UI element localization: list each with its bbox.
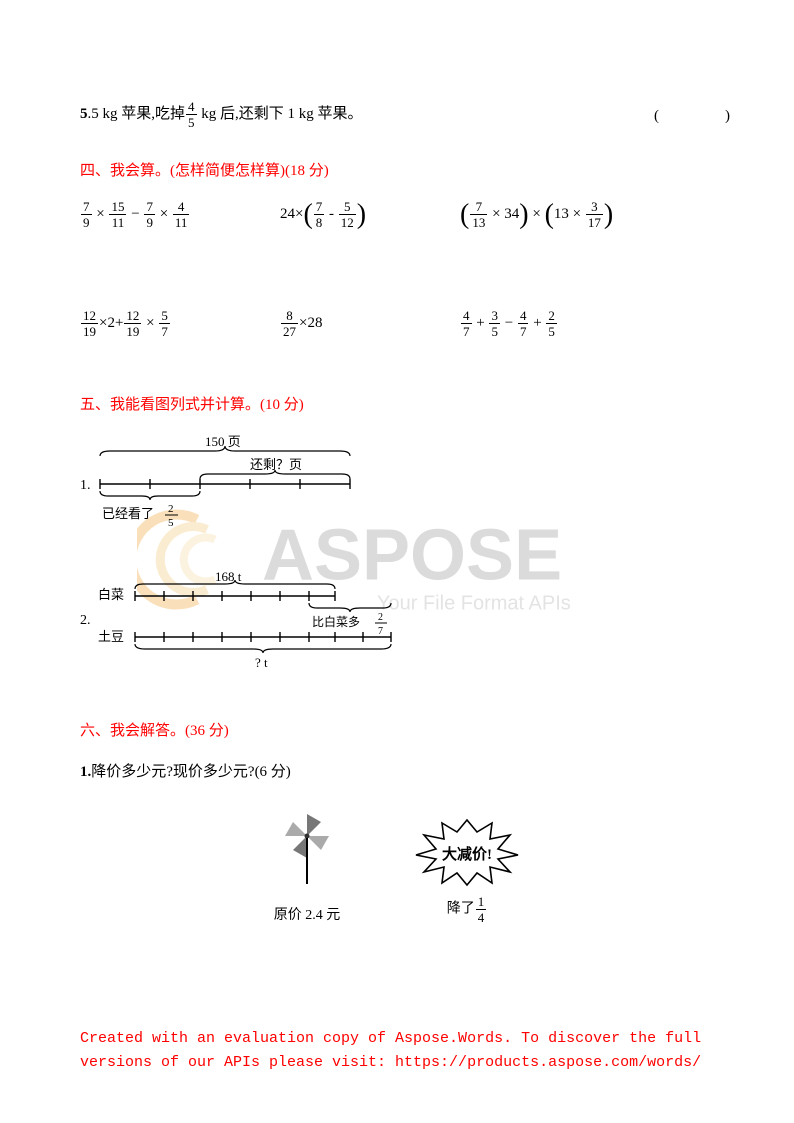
q5-text: 5.5 kg 苹果,吃掉45 kg 后,还剩下 1 kg 苹果。 [80, 100, 654, 129]
diagram-2: 2. 白菜 168 t 比白菜多 2 7 土豆 [80, 569, 714, 674]
burst-illus: 大减价! 降了14 [412, 817, 522, 924]
calc-row-1: 79 × 1511 − 79 × 411 24×(78 - 512) (713 … [80, 200, 714, 229]
svg-text:还剩？页: 还剩？页 [250, 457, 302, 472]
pinwheel-illus: 原价 2.4 元 [272, 806, 342, 924]
problem-6-1: 1.降价多少元?现价多少元?(6 分) [80, 760, 714, 781]
calc-1-3: (713 × 34) × (13 × 317) [460, 200, 613, 229]
section-4-header: 四、我会算。(怎样简便怎样算)(18 分) [80, 159, 714, 180]
diagram-1: 1. 150 页 还剩？页 已经看了 2 5 [80, 434, 714, 534]
problem-6-1-illustration: 原价 2.4 元 大减价! 降了14 [80, 806, 714, 924]
svg-text:150 页: 150 页 [205, 434, 241, 449]
drop-frac: 14 [476, 895, 487, 924]
svg-text:2: 2 [168, 503, 174, 515]
q5-num: 5 [80, 106, 88, 122]
svg-text:168 t: 168 t [215, 569, 242, 584]
calc-row-2: 1219×2+1219 × 57 827×28 47 + 35 − 47 + 2… [80, 309, 714, 338]
pinwheel-icon [272, 806, 342, 896]
calc-2-1: 1219×2+1219 × 57 [80, 309, 280, 338]
svg-text:2.: 2. [80, 613, 91, 628]
svg-text:比白菜多: 比白菜多 [312, 614, 360, 629]
svg-text:已经看了: 已经看了 [102, 506, 154, 521]
q5-paren: ( ) [654, 104, 714, 125]
svg-text:7: 7 [378, 626, 383, 637]
svg-text:白菜: 白菜 [98, 587, 124, 602]
q5-frac: 45 [186, 100, 197, 129]
footer-line-2: versions of our APIs please visit: https… [80, 1051, 714, 1075]
calc-2-3: 47 + 35 − 47 + 25 [460, 309, 558, 338]
calc-2-2: 827×28 [280, 309, 460, 338]
svg-text:2: 2 [378, 612, 383, 623]
calc-1-1: 79 × 1511 − 79 × 411 [80, 200, 280, 229]
svg-text:土豆: 土豆 [98, 629, 124, 644]
svg-text:大减价!: 大减价! [442, 845, 492, 863]
pinwheel-caption: 原价 2.4 元 [272, 904, 342, 924]
footer-line-1: Created with an evaluation copy of Aspos… [80, 1027, 714, 1051]
svg-text:1.: 1. [80, 478, 91, 493]
svg-text:5: 5 [168, 517, 174, 529]
aspose-footer: Created with an evaluation copy of Aspos… [80, 1027, 714, 1075]
burst-icon: 大减价! [412, 817, 522, 887]
question-5: 5.5 kg 苹果,吃掉45 kg 后,还剩下 1 kg 苹果。 ( ) [80, 100, 714, 129]
section-5-header: 五、我能看图列式并计算。(10 分) [80, 393, 714, 414]
burst-caption: 降了14 [412, 895, 522, 924]
svg-text:? t: ? t [255, 655, 268, 670]
section-6-header: 六、我会解答。(36 分) [80, 719, 714, 740]
calc-1-2: 24×(78 - 512) [280, 200, 460, 229]
p1-num: 1. [80, 764, 91, 780]
page-content: 5.5 kg 苹果,吃掉45 kg 后,还剩下 1 kg 苹果。 ( ) 四、我… [80, 100, 714, 924]
p1-text: 降价多少元?现价多少元?(6 分) [91, 764, 291, 780]
